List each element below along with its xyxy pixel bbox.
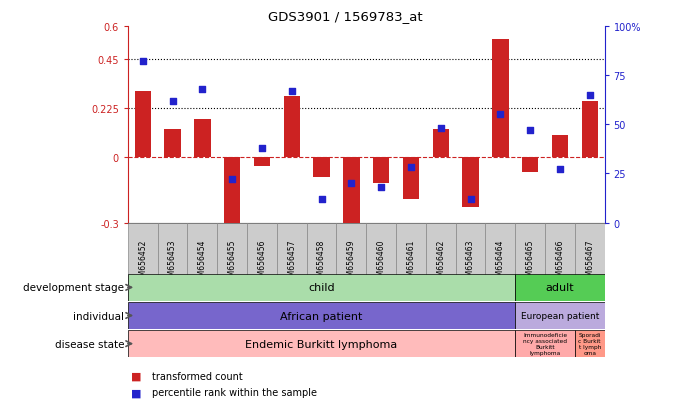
Bar (403, 158, 419, 199)
Point (346, 180, 357, 187)
Text: individual: individual (73, 311, 124, 321)
Bar (575, 330, 605, 357)
Point (286, 88, 297, 95)
Point (524, 128, 536, 134)
Text: GSM656461: GSM656461 (406, 239, 415, 285)
Text: GSM656456: GSM656456 (258, 239, 267, 285)
Bar (373, 158, 389, 184)
Text: GSM656458: GSM656458 (317, 239, 326, 285)
Point (197, 86, 208, 93)
Text: GSM656467: GSM656467 (585, 239, 594, 285)
Bar (337, 223, 366, 301)
Bar (515, 302, 605, 329)
Text: GSM656465: GSM656465 (526, 239, 535, 285)
Bar (551, 136, 568, 158)
Text: child: child (308, 282, 335, 293)
Bar (307, 223, 337, 301)
Bar (194, 119, 211, 158)
Text: percentile rank within the sample: percentile rank within the sample (152, 387, 317, 397)
Bar (426, 223, 455, 301)
Text: ■: ■ (131, 371, 142, 381)
Bar (575, 223, 605, 301)
Text: development stage: development stage (23, 282, 124, 293)
Text: Immunodeficie
ncy associated
Burkitt
lymphoma: Immunodeficie ncy associated Burkitt lym… (523, 332, 567, 355)
Bar (582, 102, 598, 158)
Bar (128, 330, 515, 357)
Bar (224, 158, 240, 234)
Text: transformed count: transformed count (152, 371, 243, 381)
Bar (135, 92, 151, 158)
Bar (396, 223, 426, 301)
Text: Endemic Burkitt lymphoma: Endemic Burkitt lymphoma (245, 339, 397, 349)
Bar (254, 158, 270, 166)
Point (167, 98, 178, 105)
Bar (433, 129, 449, 158)
Text: adult: adult (546, 282, 574, 293)
Text: African patient: African patient (281, 311, 363, 321)
Bar (455, 223, 485, 301)
Bar (462, 158, 479, 208)
Bar (187, 223, 217, 301)
Bar (164, 129, 181, 158)
Bar (277, 223, 307, 301)
Text: disease state: disease state (55, 339, 124, 349)
Point (406, 165, 417, 171)
Bar (158, 223, 187, 301)
Text: GSM656457: GSM656457 (287, 239, 296, 285)
Text: GSM656452: GSM656452 (138, 239, 147, 285)
Point (138, 59, 149, 65)
Bar (343, 158, 359, 225)
Bar (128, 274, 515, 301)
Text: GSM656453: GSM656453 (168, 239, 177, 285)
Text: GSM656460: GSM656460 (377, 239, 386, 285)
Bar (366, 223, 396, 301)
Text: GSM656464: GSM656464 (496, 239, 505, 285)
Text: GSM656466: GSM656466 (556, 239, 565, 285)
Text: European patient: European patient (521, 311, 599, 320)
Point (495, 112, 506, 119)
Bar (545, 223, 575, 301)
Bar (217, 223, 247, 301)
Point (435, 126, 446, 132)
Bar (313, 158, 330, 177)
Text: Sporadi
c Burkit
t lymph
oma: Sporadi c Burkit t lymph oma (578, 332, 601, 355)
Bar (515, 223, 545, 301)
Text: GSM656463: GSM656463 (466, 239, 475, 285)
Point (584, 92, 595, 99)
Point (465, 196, 476, 203)
Text: ■: ■ (131, 387, 142, 397)
Point (316, 196, 327, 203)
Bar (522, 158, 538, 173)
Bar (128, 302, 515, 329)
Text: GSM656455: GSM656455 (227, 239, 236, 285)
Text: GDS3901 / 1569783_at: GDS3901 / 1569783_at (268, 10, 423, 23)
Bar (283, 97, 300, 158)
Point (554, 167, 565, 173)
Bar (247, 223, 277, 301)
Text: GSM656454: GSM656454 (198, 239, 207, 285)
Text: GSM656459: GSM656459 (347, 239, 356, 285)
Bar (515, 330, 575, 357)
Point (256, 145, 267, 152)
Bar (128, 223, 158, 301)
Text: GSM656462: GSM656462 (436, 239, 445, 285)
Bar (485, 223, 515, 301)
Bar (492, 40, 509, 158)
Point (376, 184, 387, 191)
Bar (515, 274, 605, 301)
Point (227, 177, 238, 183)
